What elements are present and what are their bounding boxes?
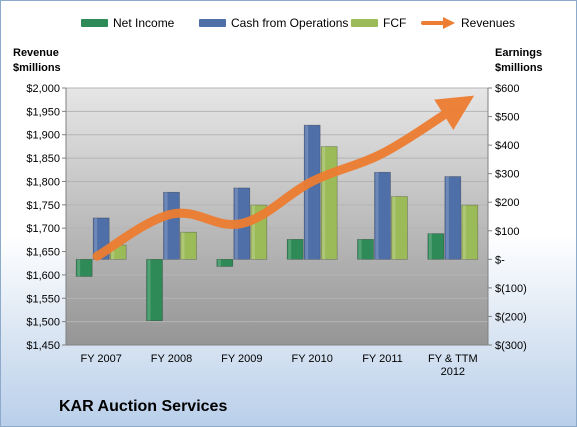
right-axis-title-line1: Earnings <box>495 47 543 59</box>
left-tick-label: $1,800 <box>26 176 60 188</box>
bar-fcf-highlight <box>251 205 255 260</box>
legend-label-revenues: Revenues <box>461 16 516 30</box>
bar-net-income-highlight <box>288 239 292 260</box>
bar-cash-from-operations-highlight <box>94 217 98 260</box>
legend-item-cfo: Cash from Operations <box>199 16 348 30</box>
bar-net-income-highlight <box>358 239 362 260</box>
legend-item-revenues: Revenues <box>421 16 515 30</box>
right-tick-label: $(200) <box>495 311 527 323</box>
legend-label-cfo: Cash from Operations <box>231 16 349 30</box>
left-axis-title-line1: Revenue <box>13 47 59 59</box>
bar-net-income-highlight <box>428 233 432 260</box>
x-tick-label: FY 2007 <box>80 353 121 365</box>
x-tick-label: 2012 <box>441 366 465 378</box>
legend-swatch-cfo <box>199 19 226 27</box>
left-tick-label: $1,550 <box>26 293 60 305</box>
bar-net-income <box>216 259 234 267</box>
right-tick-label: $(100) <box>495 283 527 295</box>
bar-net-income-highlight <box>147 259 151 321</box>
left-tick-label: $1,600 <box>26 270 60 282</box>
bar-fcf <box>391 196 408 260</box>
right-tick-label: $200 <box>495 197 519 209</box>
left-tick-label: $1,500 <box>26 317 60 329</box>
right-tick-label: $600 <box>495 83 519 95</box>
legend-item-fcf: FCF <box>351 16 406 30</box>
left-axis-title: Revenue $millions <box>13 46 61 76</box>
legend-label-fcf: FCF <box>383 16 407 30</box>
right-tick-label: $300 <box>495 169 519 181</box>
bar-fcf-highlight <box>462 205 466 260</box>
right-tick-label: $(300) <box>495 340 527 352</box>
bar-cash-from-operations <box>444 176 462 260</box>
bar-cash-from-operations-highlight <box>305 125 309 260</box>
bar-net-income-highlight <box>217 259 221 267</box>
bar-fcf-highlight <box>111 245 115 260</box>
legend-swatch-fcf <box>351 19 378 27</box>
left-tick-label: $1,900 <box>26 130 60 142</box>
left-tick-label: $1,750 <box>26 200 60 212</box>
bar-cash-from-operations <box>374 171 391 260</box>
bar-fcf-highlight <box>181 232 185 260</box>
right-tick-label: $400 <box>495 140 519 152</box>
right-tick-label: $100 <box>495 226 519 238</box>
bar-net-income <box>146 259 163 322</box>
right-axis-title: Earnings $millions <box>495 46 543 76</box>
legend-item-net-income: Net Income <box>81 16 174 30</box>
left-tick-label: $1,450 <box>26 340 60 352</box>
bar-net-income <box>75 259 93 277</box>
left-tick-label: $2,000 <box>26 83 60 95</box>
right-axis-title-line2: $millions <box>495 62 543 74</box>
bar-net-income-highlight <box>77 259 81 277</box>
bar-net-income <box>357 239 374 260</box>
bar-net-income <box>427 233 445 260</box>
legend-arrow-revenues <box>421 17 455 29</box>
legend-swatch-net-income <box>81 19 108 27</box>
x-tick-label: FY 2010 <box>291 353 332 365</box>
bar-fcf-highlight <box>392 196 396 260</box>
bar-net-income <box>286 239 304 260</box>
bar-cash-from-operations-highlight <box>375 172 379 260</box>
x-tick-label: FY 2009 <box>221 353 262 365</box>
bar-cash-from-operations-highlight <box>445 176 449 260</box>
bar-cash-from-operations-highlight <box>164 192 168 260</box>
right-tick-label: $- <box>495 254 505 266</box>
x-tick-label: FY & TTM <box>428 353 478 365</box>
left-tick-label: $1,650 <box>26 247 60 259</box>
bar-fcf <box>461 204 479 260</box>
right-tick-label: $500 <box>495 112 519 124</box>
company-name: KAR Auction Services <box>59 398 228 415</box>
legend-label-net-income: Net Income <box>113 16 175 30</box>
revenue-line <box>92 95 475 261</box>
x-tick-label: FY 2011 <box>362 353 403 365</box>
legend: Net Income Cash from Operations FCF Reve… <box>1 16 576 36</box>
left-axis-title-line2: $millions <box>13 62 61 74</box>
left-tick-label: $1,950 <box>26 106 60 118</box>
bar-cash-from-operations <box>303 124 321 260</box>
bar-fcf <box>180 231 197 260</box>
x-tick-label: FY 2008 <box>151 353 192 365</box>
bar-fcf-highlight <box>322 146 326 260</box>
left-tick-label: $1,700 <box>26 223 60 235</box>
left-tick-label: $1,850 <box>26 153 60 165</box>
